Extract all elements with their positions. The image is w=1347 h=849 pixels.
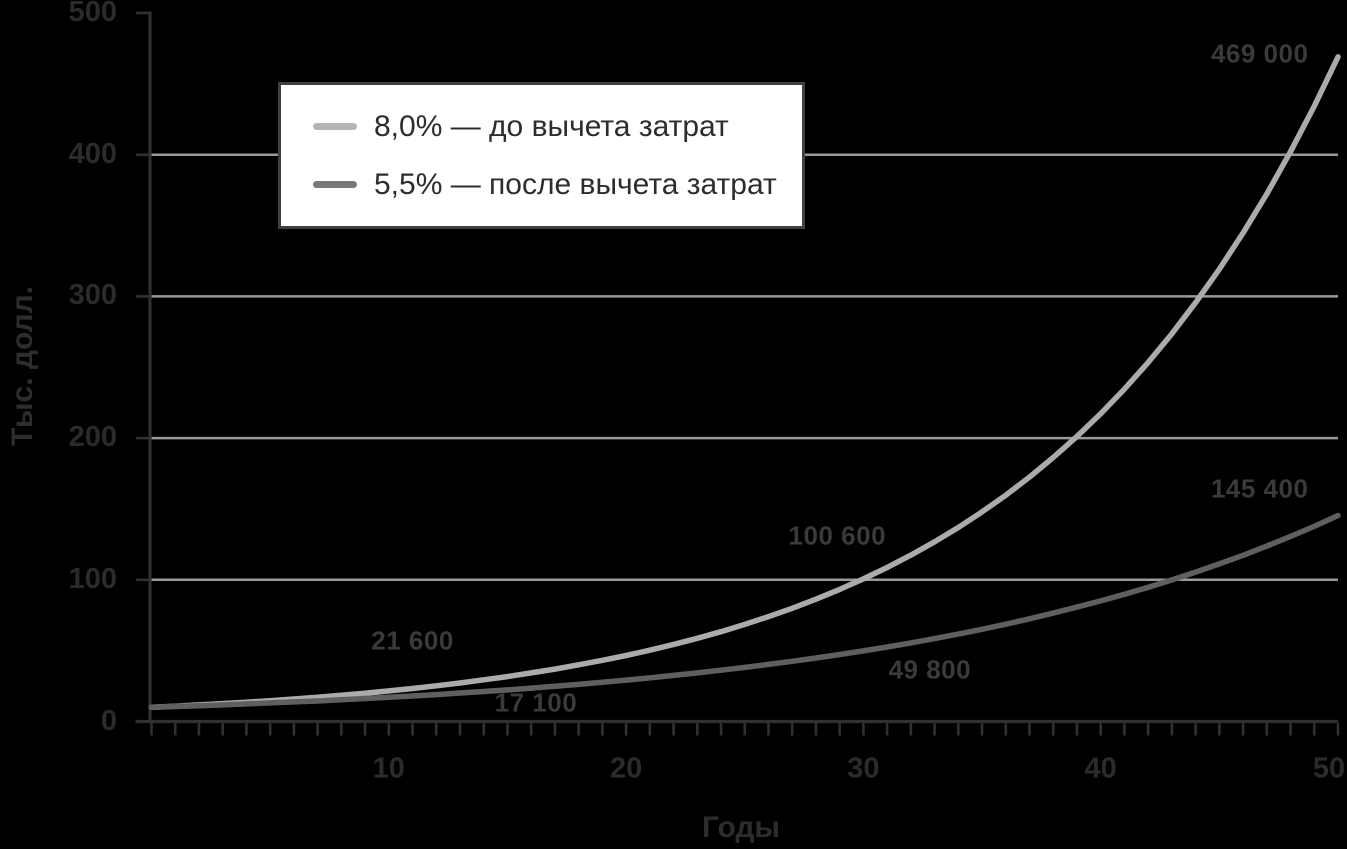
y-axis-title: Тыс. долл. (6, 286, 39, 446)
series-line-0 (148, 54, 1341, 711)
x-tick-label-20: 20 (609, 752, 643, 785)
data-label-3: 49 800 (888, 654, 972, 685)
data-label-5: 145 400 (1210, 473, 1309, 504)
x-axis-title: Годы (701, 811, 781, 844)
legend-entry-gross: 8,0% — до вычета затрат (313, 110, 802, 144)
series-line-1 (148, 512, 1341, 711)
y-tick-label-300: 300 (68, 279, 117, 312)
y-tick-label-400: 400 (68, 137, 117, 170)
legend-entry-net: 5,5% — после вычета затрат (313, 168, 802, 202)
data-label-2: 100 600 (788, 520, 887, 551)
x-tick-label-30: 30 (847, 752, 880, 785)
legend-line-swatch-net-icon (313, 181, 357, 188)
legend: 8,0% — до вычета затрат 5,5% — после выч… (278, 82, 805, 229)
y-tick-label-0: 0 (100, 704, 117, 737)
x-tick-label-50: 50 (1312, 752, 1346, 785)
data-label-4: 469 000 (1210, 38, 1309, 69)
legend-line-swatch-gross-icon (313, 123, 357, 130)
data-label-0: 21 600 (371, 625, 454, 656)
legend-label-gross: 8,0% — до вычета затрат (374, 109, 729, 143)
data-label-1: 17 100 (494, 687, 578, 718)
y-tick-label-500: 500 (68, 0, 117, 28)
legend-label-net: 5,5% — после вычета затрат (374, 167, 777, 201)
x-tick-label-10: 10 (372, 752, 405, 785)
x-tick-label-40: 40 (1084, 752, 1117, 785)
y-tick-label-200: 200 (68, 420, 117, 453)
y-tick-label-100: 100 (68, 562, 117, 595)
